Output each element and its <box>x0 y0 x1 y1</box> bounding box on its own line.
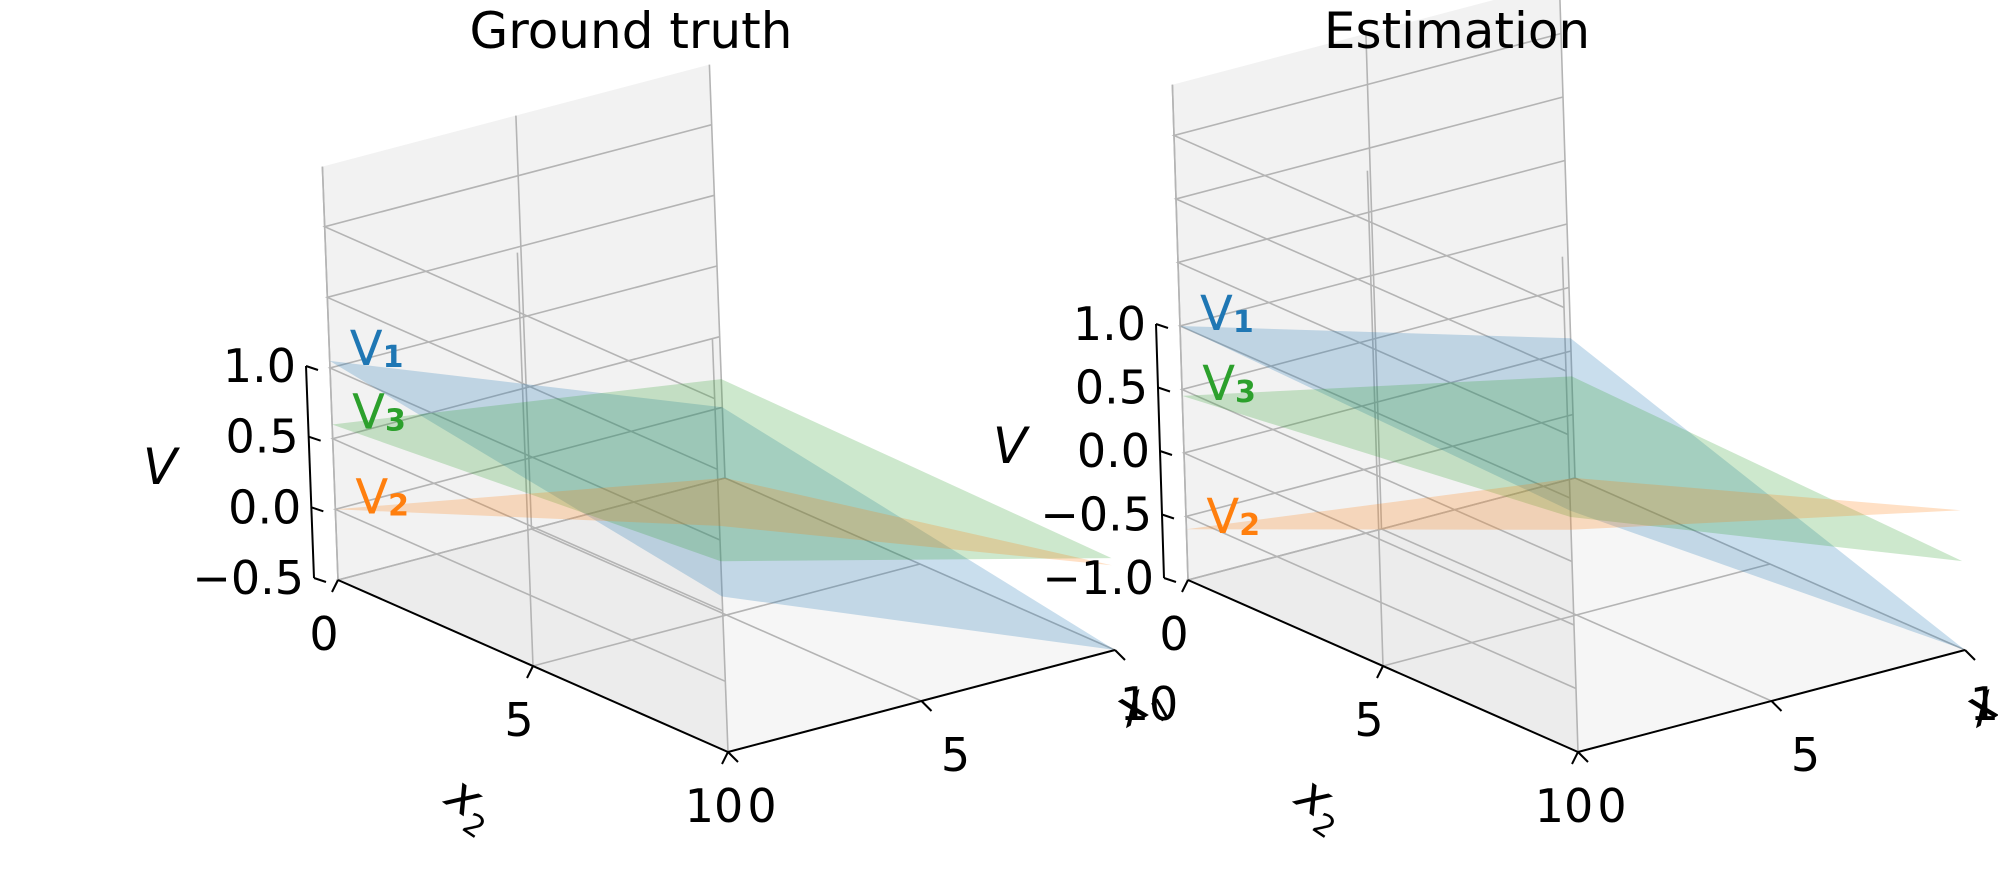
plane-label-v3: V3 <box>352 385 406 441</box>
x1-tick-label: 10 <box>1120 677 1179 731</box>
wall-gridline-v <box>327 265 721 541</box>
v-tick-mark <box>1159 450 1173 456</box>
v-tick-mark <box>1155 323 1169 329</box>
v-tick-mark <box>311 506 324 513</box>
x1-tick-mark <box>727 751 739 763</box>
v-axis-label: V <box>993 417 1031 475</box>
x2-tick-mark <box>1376 665 1384 679</box>
x2-axis-label: x2 <box>430 763 509 846</box>
x2-tick-label: 0 <box>309 607 338 661</box>
wall-gridline-v <box>1173 96 1567 372</box>
v-tick-mark <box>308 435 321 442</box>
left-gridline-x2 <box>711 338 729 753</box>
x2-tick-mark <box>721 751 729 765</box>
v-tick-label: 0.0 <box>228 480 301 534</box>
x2-tick-label: 10 <box>1535 779 1594 833</box>
plane-labels: V1 V3 V2 <box>350 321 409 525</box>
x2-tick-mark <box>1181 579 1189 593</box>
v-tick-label: 0.5 <box>226 410 299 464</box>
surfaces <box>1180 326 1965 650</box>
x2-tick-label: 5 <box>1354 693 1383 747</box>
wall-gridline-v <box>1175 159 1569 436</box>
surface-v1 <box>1180 326 1965 650</box>
v-tick-label: 0.5 <box>1075 361 1148 415</box>
surface-v3 <box>332 379 1112 562</box>
back-gridline-x1 <box>515 115 533 530</box>
x1-tick-label: 0 <box>1597 779 1626 833</box>
v-tick-mark <box>1157 386 1171 393</box>
floor-gridline-x1 <box>1574 477 1966 651</box>
plane-label-v3: V3 <box>1202 356 1256 412</box>
x1-axis-label: x1 <box>1102 663 1179 746</box>
plane-labels: V1 V3 V2 <box>1200 286 1260 545</box>
x2-axis-label: x2 <box>1280 763 1359 846</box>
v-axis-line <box>305 365 315 579</box>
left-gridline-x2 <box>1171 84 1189 581</box>
v-tick-mark <box>313 577 327 583</box>
panel-title: Ground truth <box>470 2 793 60</box>
v-tick-label: −0.5 <box>192 551 304 605</box>
wall-gridline-v <box>322 123 716 400</box>
surface-v2 <box>1186 478 1961 530</box>
plane-label-v1: V1 <box>1200 286 1254 342</box>
x1-axis-label: x1 <box>1952 663 1998 746</box>
x1-tick-label: 10 <box>1970 677 1998 731</box>
plane-label-v1: V1 <box>350 321 404 377</box>
v-tick-mark <box>1161 513 1175 520</box>
floor-gridline-x2 <box>532 563 921 667</box>
wall-gridline-v <box>1177 223 1571 499</box>
left-gridline-x2 <box>1561 256 1579 753</box>
panel-title: Estimation <box>1324 2 1590 60</box>
x2-tick-mark <box>526 665 534 679</box>
wall-gridline-v <box>330 335 724 612</box>
back-gridline-x1 <box>1365 33 1383 530</box>
wall-gridline-v <box>1183 413 1577 690</box>
x1-tick-mark <box>1964 649 1976 661</box>
floor-gridline-x2 <box>1382 563 1771 667</box>
v-tick-mark <box>305 365 319 371</box>
v-tick-label: 1.0 <box>223 339 296 393</box>
back-gridline-x1 <box>708 64 726 479</box>
surface-v2 <box>335 478 1112 566</box>
v-axis-label: V <box>143 438 181 496</box>
v-tick-label: −1.0 <box>1042 551 1154 605</box>
plane-label-v2: V2 <box>355 469 409 525</box>
left-gridline-x2 <box>1366 170 1384 667</box>
x2-tick-mark <box>1571 751 1579 765</box>
back-gridline-x1 <box>1559 0 1576 479</box>
wall-gridline-v <box>1179 286 1573 563</box>
x1-tick-mark <box>1577 751 1589 763</box>
v-tick-label: 1.0 <box>1073 297 1146 351</box>
left-gridline-x2 <box>321 166 339 581</box>
v-tick-label: 0.0 <box>1077 424 1150 478</box>
x2-tick-label: 5 <box>504 693 533 747</box>
x2-tick-label: 0 <box>1159 607 1188 661</box>
x1-tick-mark <box>920 700 933 712</box>
x1-tick-label: 0 <box>747 779 776 833</box>
gridlines <box>1171 0 1966 753</box>
x1-tick-mark <box>1114 649 1126 661</box>
wall-gridline-v <box>324 194 718 471</box>
wall-gridline-v <box>1181 350 1575 626</box>
surfaces <box>329 360 1115 650</box>
wall-gridline-v <box>332 406 726 683</box>
surface-v3 <box>1182 376 1963 562</box>
x1-tick-label: 5 <box>1791 728 1820 782</box>
x2-tick-mark <box>331 579 339 593</box>
plane-label-v2: V2 <box>1206 489 1260 545</box>
v-tick-label: −0.5 <box>1040 488 1152 542</box>
x1-tick-label: 5 <box>941 728 970 782</box>
floor-gridline-x1 <box>724 477 1116 651</box>
estimation-panel: 051005101.00.50.0−0.5−1.0x1x2VV1V3V2Esti… <box>993 0 1998 846</box>
v-tick-mark <box>1163 577 1177 583</box>
x1-tick-mark <box>1770 700 1783 712</box>
wall-gridline-v <box>1171 32 1565 309</box>
x2-tick-label: 10 <box>685 779 744 833</box>
surface-v1 <box>329 360 1115 650</box>
